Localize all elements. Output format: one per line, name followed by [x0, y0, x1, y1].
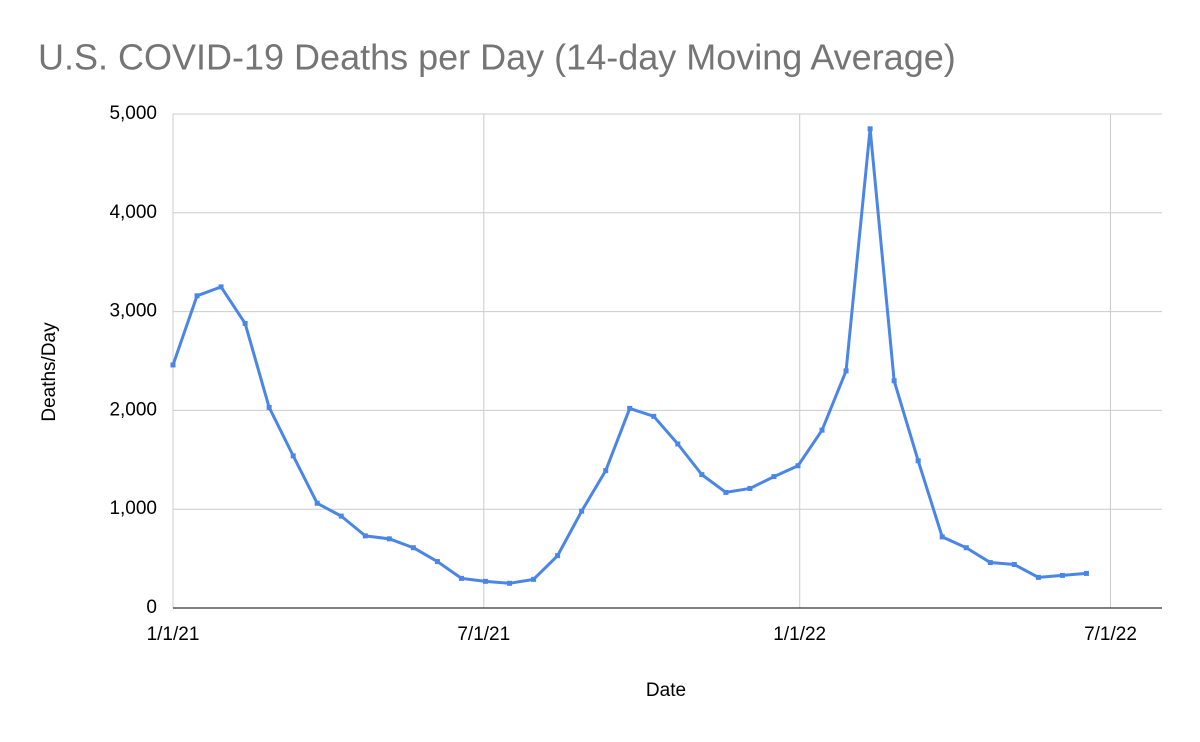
x-tick-label: 1/1/21 [147, 624, 200, 645]
y-tick-label: 5,000 [109, 103, 157, 124]
data-point [891, 378, 897, 384]
data-point [795, 463, 801, 469]
data-point [555, 553, 561, 559]
data-point [699, 472, 705, 478]
data-point [458, 575, 464, 581]
data-point [362, 533, 368, 539]
data-point [843, 368, 849, 374]
data-point [507, 580, 513, 586]
y-tick-label: 0 [146, 597, 157, 618]
data-point [723, 489, 729, 495]
data-point [579, 508, 585, 514]
x-axis-label: Date [646, 680, 686, 701]
y-tick-label: 3,000 [109, 301, 157, 322]
x-tick-label: 7/1/22 [1084, 624, 1137, 645]
data-point [1035, 574, 1041, 580]
data-point [338, 513, 344, 519]
data-point [819, 427, 825, 433]
data-point [627, 405, 633, 411]
data-point [218, 284, 224, 290]
data-point [482, 578, 488, 584]
x-tick-label: 7/1/21 [457, 624, 510, 645]
data-point [675, 441, 681, 447]
data-point [531, 576, 537, 582]
data-point [410, 545, 416, 551]
data-point [170, 362, 176, 368]
data-point [266, 404, 272, 410]
data-point [867, 126, 873, 132]
data-point [242, 320, 248, 326]
data-point [651, 413, 657, 419]
data-point [747, 485, 753, 491]
y-tick-label: 1,000 [109, 498, 157, 519]
data-point [1011, 562, 1017, 568]
data-point [771, 474, 777, 480]
data-point [939, 534, 945, 540]
data-point [434, 559, 440, 565]
y-tick-label: 2,000 [109, 399, 157, 420]
data-point [987, 560, 993, 566]
data-point [963, 545, 969, 551]
data-point [386, 536, 392, 542]
data-point [314, 500, 320, 506]
data-point [1083, 570, 1089, 576]
chart-title: U.S. COVID-19 Deaths per Day (14-day Mov… [38, 37, 956, 78]
data-point [290, 453, 296, 459]
y-axis-label: Deaths/Day [39, 322, 60, 422]
data-point [1059, 572, 1065, 578]
data-point [603, 468, 609, 474]
y-tick-label: 4,000 [109, 202, 157, 223]
data-point [915, 458, 921, 464]
data-point [194, 293, 200, 299]
x-tick-label: 1/1/22 [773, 624, 826, 645]
data-line [171, 127, 1087, 585]
